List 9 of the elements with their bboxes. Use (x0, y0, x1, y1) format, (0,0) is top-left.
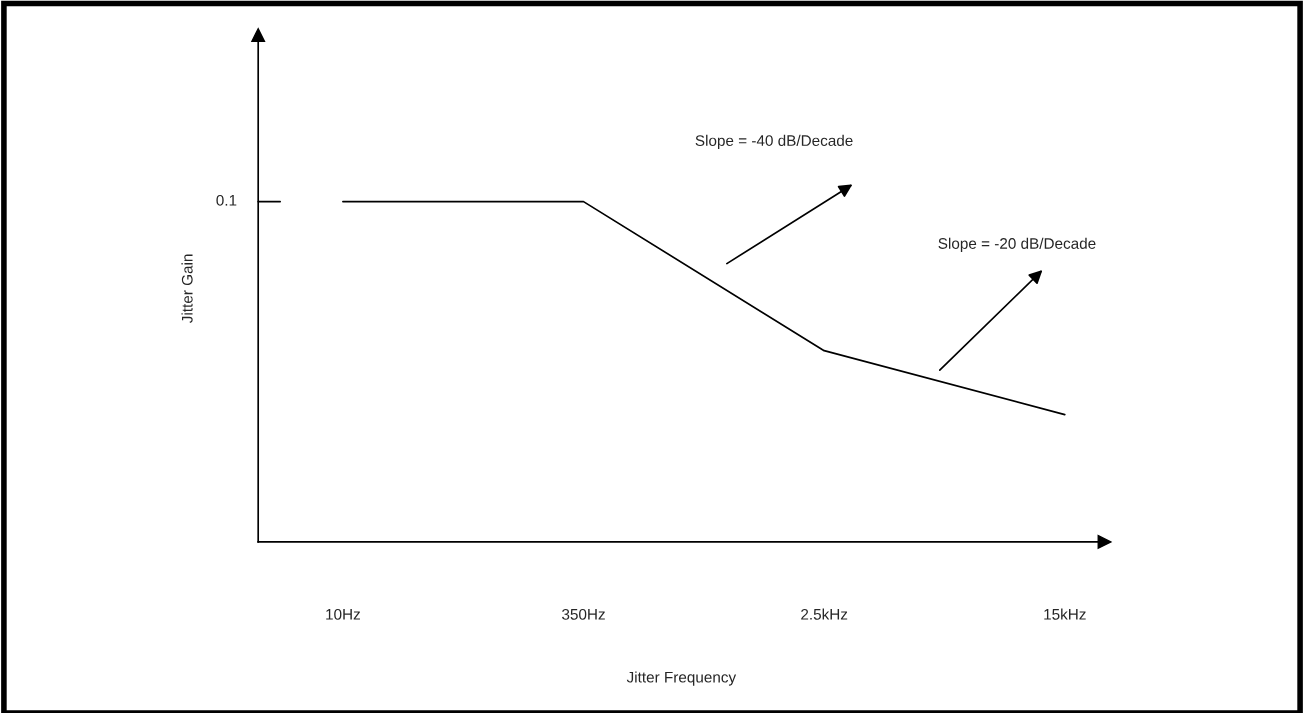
x-axis-title: Jitter Frequency (626, 671, 737, 686)
text: 0.1 (216, 194, 237, 206)
x-tick-label: 10Hz (326, 608, 360, 620)
annotation: Slope = -20 dB/Decade (938, 237, 1096, 252)
x-tick-label: 2.5kHz (801, 608, 848, 620)
text: Slope = -40 dB/Decade (695, 134, 853, 150)
y-axis-title: Jitter Gain (181, 254, 193, 323)
x-tick-label: 350Hz (562, 608, 605, 620)
x-tick-label: 15kHz (1044, 608, 1086, 620)
